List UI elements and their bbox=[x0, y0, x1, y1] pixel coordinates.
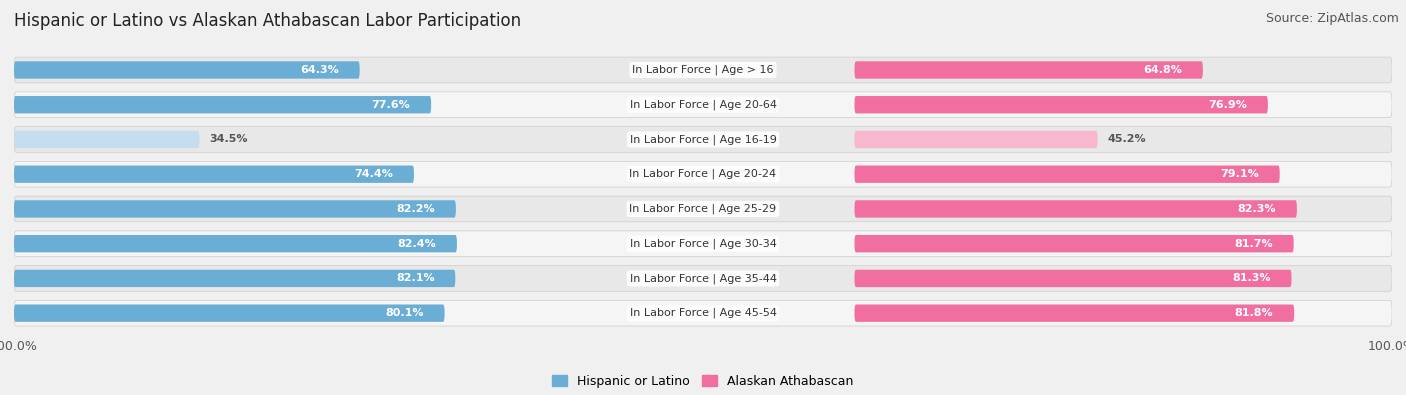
FancyBboxPatch shape bbox=[14, 265, 1392, 291]
Text: 81.3%: 81.3% bbox=[1232, 273, 1271, 284]
FancyBboxPatch shape bbox=[14, 96, 432, 113]
FancyBboxPatch shape bbox=[14, 161, 1392, 187]
Legend: Hispanic or Latino, Alaskan Athabascan: Hispanic or Latino, Alaskan Athabascan bbox=[547, 370, 859, 393]
FancyBboxPatch shape bbox=[855, 270, 1292, 287]
FancyBboxPatch shape bbox=[14, 57, 1392, 83]
Text: In Labor Force | Age 25-29: In Labor Force | Age 25-29 bbox=[630, 204, 776, 214]
Text: Source: ZipAtlas.com: Source: ZipAtlas.com bbox=[1265, 12, 1399, 25]
Text: Hispanic or Latino vs Alaskan Athabascan Labor Participation: Hispanic or Latino vs Alaskan Athabascan… bbox=[14, 12, 522, 30]
Text: In Labor Force | Age 30-34: In Labor Force | Age 30-34 bbox=[630, 239, 776, 249]
FancyBboxPatch shape bbox=[14, 61, 360, 79]
FancyBboxPatch shape bbox=[855, 131, 1098, 148]
FancyBboxPatch shape bbox=[14, 131, 200, 148]
FancyBboxPatch shape bbox=[14, 196, 1392, 222]
Text: 77.6%: 77.6% bbox=[371, 100, 411, 110]
Text: 34.5%: 34.5% bbox=[209, 134, 249, 145]
Text: 45.2%: 45.2% bbox=[1108, 134, 1146, 145]
Text: 81.8%: 81.8% bbox=[1234, 308, 1274, 318]
FancyBboxPatch shape bbox=[14, 231, 1392, 256]
FancyBboxPatch shape bbox=[855, 96, 1268, 113]
Text: 76.9%: 76.9% bbox=[1208, 100, 1247, 110]
Text: 80.1%: 80.1% bbox=[385, 308, 423, 318]
Text: 81.7%: 81.7% bbox=[1234, 239, 1272, 249]
FancyBboxPatch shape bbox=[855, 200, 1296, 218]
Text: 74.4%: 74.4% bbox=[354, 169, 394, 179]
FancyBboxPatch shape bbox=[855, 61, 1204, 79]
Text: 82.4%: 82.4% bbox=[398, 239, 436, 249]
Text: 64.8%: 64.8% bbox=[1143, 65, 1182, 75]
FancyBboxPatch shape bbox=[855, 305, 1294, 322]
FancyBboxPatch shape bbox=[14, 270, 456, 287]
FancyBboxPatch shape bbox=[14, 92, 1392, 118]
FancyBboxPatch shape bbox=[14, 200, 456, 218]
FancyBboxPatch shape bbox=[14, 127, 1392, 152]
Text: 64.3%: 64.3% bbox=[299, 65, 339, 75]
Text: In Labor Force | Age 16-19: In Labor Force | Age 16-19 bbox=[630, 134, 776, 145]
Text: In Labor Force | Age 45-54: In Labor Force | Age 45-54 bbox=[630, 308, 776, 318]
Text: 82.2%: 82.2% bbox=[396, 204, 434, 214]
FancyBboxPatch shape bbox=[855, 235, 1294, 252]
FancyBboxPatch shape bbox=[855, 166, 1279, 183]
Text: 82.3%: 82.3% bbox=[1237, 204, 1277, 214]
FancyBboxPatch shape bbox=[14, 300, 1392, 326]
Text: 79.1%: 79.1% bbox=[1220, 169, 1258, 179]
Text: 82.1%: 82.1% bbox=[396, 273, 434, 284]
FancyBboxPatch shape bbox=[14, 305, 444, 322]
Text: In Labor Force | Age 20-64: In Labor Force | Age 20-64 bbox=[630, 100, 776, 110]
FancyBboxPatch shape bbox=[14, 166, 413, 183]
Text: In Labor Force | Age 35-44: In Labor Force | Age 35-44 bbox=[630, 273, 776, 284]
Text: In Labor Force | Age > 16: In Labor Force | Age > 16 bbox=[633, 65, 773, 75]
Text: In Labor Force | Age 20-24: In Labor Force | Age 20-24 bbox=[630, 169, 776, 179]
FancyBboxPatch shape bbox=[14, 235, 457, 252]
